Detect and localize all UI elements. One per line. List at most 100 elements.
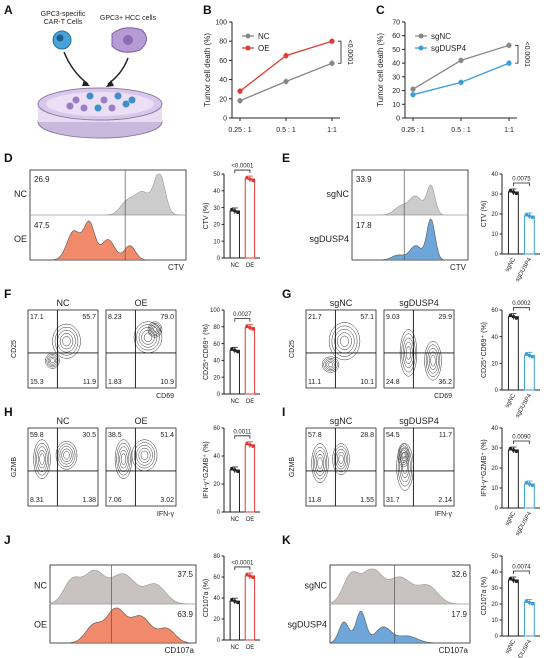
data-point <box>245 572 249 577</box>
quadrant-value-ll: 11.1 <box>308 379 321 386</box>
contour-line <box>333 446 349 473</box>
contour-line <box>138 447 151 463</box>
contour-line <box>36 446 48 472</box>
y-tick-label: 80 <box>213 554 220 560</box>
contour-line <box>331 325 358 357</box>
contour-frame <box>105 427 177 507</box>
x-axis-label: CD69 <box>156 393 174 400</box>
contour-line <box>150 324 160 335</box>
dish-cell-icon <box>80 104 88 112</box>
x-tick-label: NC <box>230 399 239 405</box>
y-tick-label: 0 <box>223 116 227 123</box>
p-value-label: <0.0001 <box>231 164 254 170</box>
x-axis-label: CD69 <box>434 393 452 400</box>
sample-label: NC <box>57 416 70 426</box>
car-t-label-line2: CAR-T Cells <box>44 19 83 26</box>
y-tick-label: 60 <box>392 33 400 40</box>
y-tick-label: 50 <box>213 172 220 178</box>
data-point <box>530 215 535 220</box>
x-tick-label: sgDUSP4 <box>515 392 534 418</box>
bar <box>229 210 240 259</box>
bar <box>523 483 535 509</box>
contour-line <box>324 359 337 370</box>
y-tick-label: 40 <box>213 189 220 195</box>
y-axis-label: GZMB <box>289 457 296 478</box>
contour-line <box>428 351 438 370</box>
bar <box>229 349 240 395</box>
sample-label-bottom: sgDUSP4 <box>309 234 349 244</box>
contour-line <box>49 356 56 365</box>
significance-bracket <box>513 307 530 311</box>
data-point <box>530 483 535 488</box>
data-point <box>245 441 249 446</box>
contour-line <box>425 344 441 377</box>
data-point <box>508 188 513 193</box>
p-value-label: 0.0090 <box>512 435 531 441</box>
y-tick-label: 0 <box>495 252 499 258</box>
histogram-d: 26.9 47.5 NC OE CTV <box>14 169 187 272</box>
data-point <box>230 598 234 602</box>
p-value-label: 0.0027 <box>233 312 252 318</box>
contour-line <box>136 445 153 466</box>
bar-chart-h-bar: 0 20 40 60 IFN-γ⁺GZMB⁺ (%) NC OE 0.0011 <box>203 426 260 523</box>
bar <box>523 215 535 255</box>
x-tick-label: sgDUSP4 <box>515 256 534 282</box>
sample-label: NC <box>57 298 70 308</box>
y-tick-label: 20 <box>491 602 498 608</box>
data-point <box>233 599 237 603</box>
dish-medium-icon <box>46 92 154 116</box>
y-tick-label: 10 <box>491 486 498 492</box>
quadrant-value-ur: 55.7 <box>82 314 96 321</box>
contour-pair-g: CD25 sgNC 21.7 57.1 11.1 10.1 sgDUSP4 9.03 29.9 2… <box>289 298 455 400</box>
contour-line <box>52 323 81 359</box>
legend-label: NC <box>258 32 270 41</box>
contour-line <box>399 447 408 464</box>
contour-line <box>321 356 340 373</box>
x-axis-label: CD107a <box>165 646 195 655</box>
y-tick-label: 0 <box>495 634 499 640</box>
contour-line <box>311 443 329 483</box>
x-axis-label: CD107a <box>439 646 469 655</box>
significance-bracket <box>515 44 519 64</box>
histogram-k: 32.6 17.9 sgNC sgDUSP4 CD107a <box>287 564 471 655</box>
x-tick-label: sgDUSP4 <box>515 510 534 536</box>
contour-line <box>114 439 133 479</box>
data-point <box>230 207 234 212</box>
y-tick-label: 50 <box>392 47 400 54</box>
contour-line <box>399 451 411 483</box>
contour-line <box>54 326 79 356</box>
significance-bracket <box>513 570 530 574</box>
dish-cell-icon <box>114 92 122 100</box>
histogram-bottom-curve <box>329 610 470 644</box>
sample-label-bottom: OE <box>14 234 27 244</box>
p-value-label: 0.0002 <box>512 301 531 307</box>
legend-marker <box>245 33 251 39</box>
contour-line <box>152 327 158 332</box>
histogram-bottom-curve <box>30 220 186 261</box>
y-tick-label: 10 <box>491 618 498 624</box>
y-tick-label: 20 <box>213 223 220 229</box>
x-tick-label: OE <box>246 399 255 405</box>
y-tick-label: 30 <box>491 446 498 452</box>
data-point <box>236 469 240 474</box>
data-point <box>251 327 255 331</box>
x-tick-label: 0.25 : 1 <box>401 127 424 134</box>
data-point <box>511 314 516 319</box>
arrow-left-icon <box>63 51 89 85</box>
y-tick-label: 20 <box>219 96 227 103</box>
quadrant-value-ur: 30.5 <box>82 432 96 439</box>
y-tick-label: 20 <box>392 88 400 95</box>
bottom-percentage: 63.9 <box>177 610 193 619</box>
y-tick-label: 60 <box>219 58 227 65</box>
bottom-percentage: 17.9 <box>451 610 467 619</box>
data-point-nc <box>237 98 243 104</box>
significance-bracket <box>234 435 251 439</box>
y-tick-label: 40 <box>213 359 220 365</box>
y-tick-label: 30 <box>491 586 498 592</box>
contour-line <box>46 354 59 368</box>
bar <box>244 178 256 259</box>
significance-bracket <box>234 566 251 570</box>
y-axis-label: CD25⁺CD69⁺ (%) <box>481 322 488 378</box>
